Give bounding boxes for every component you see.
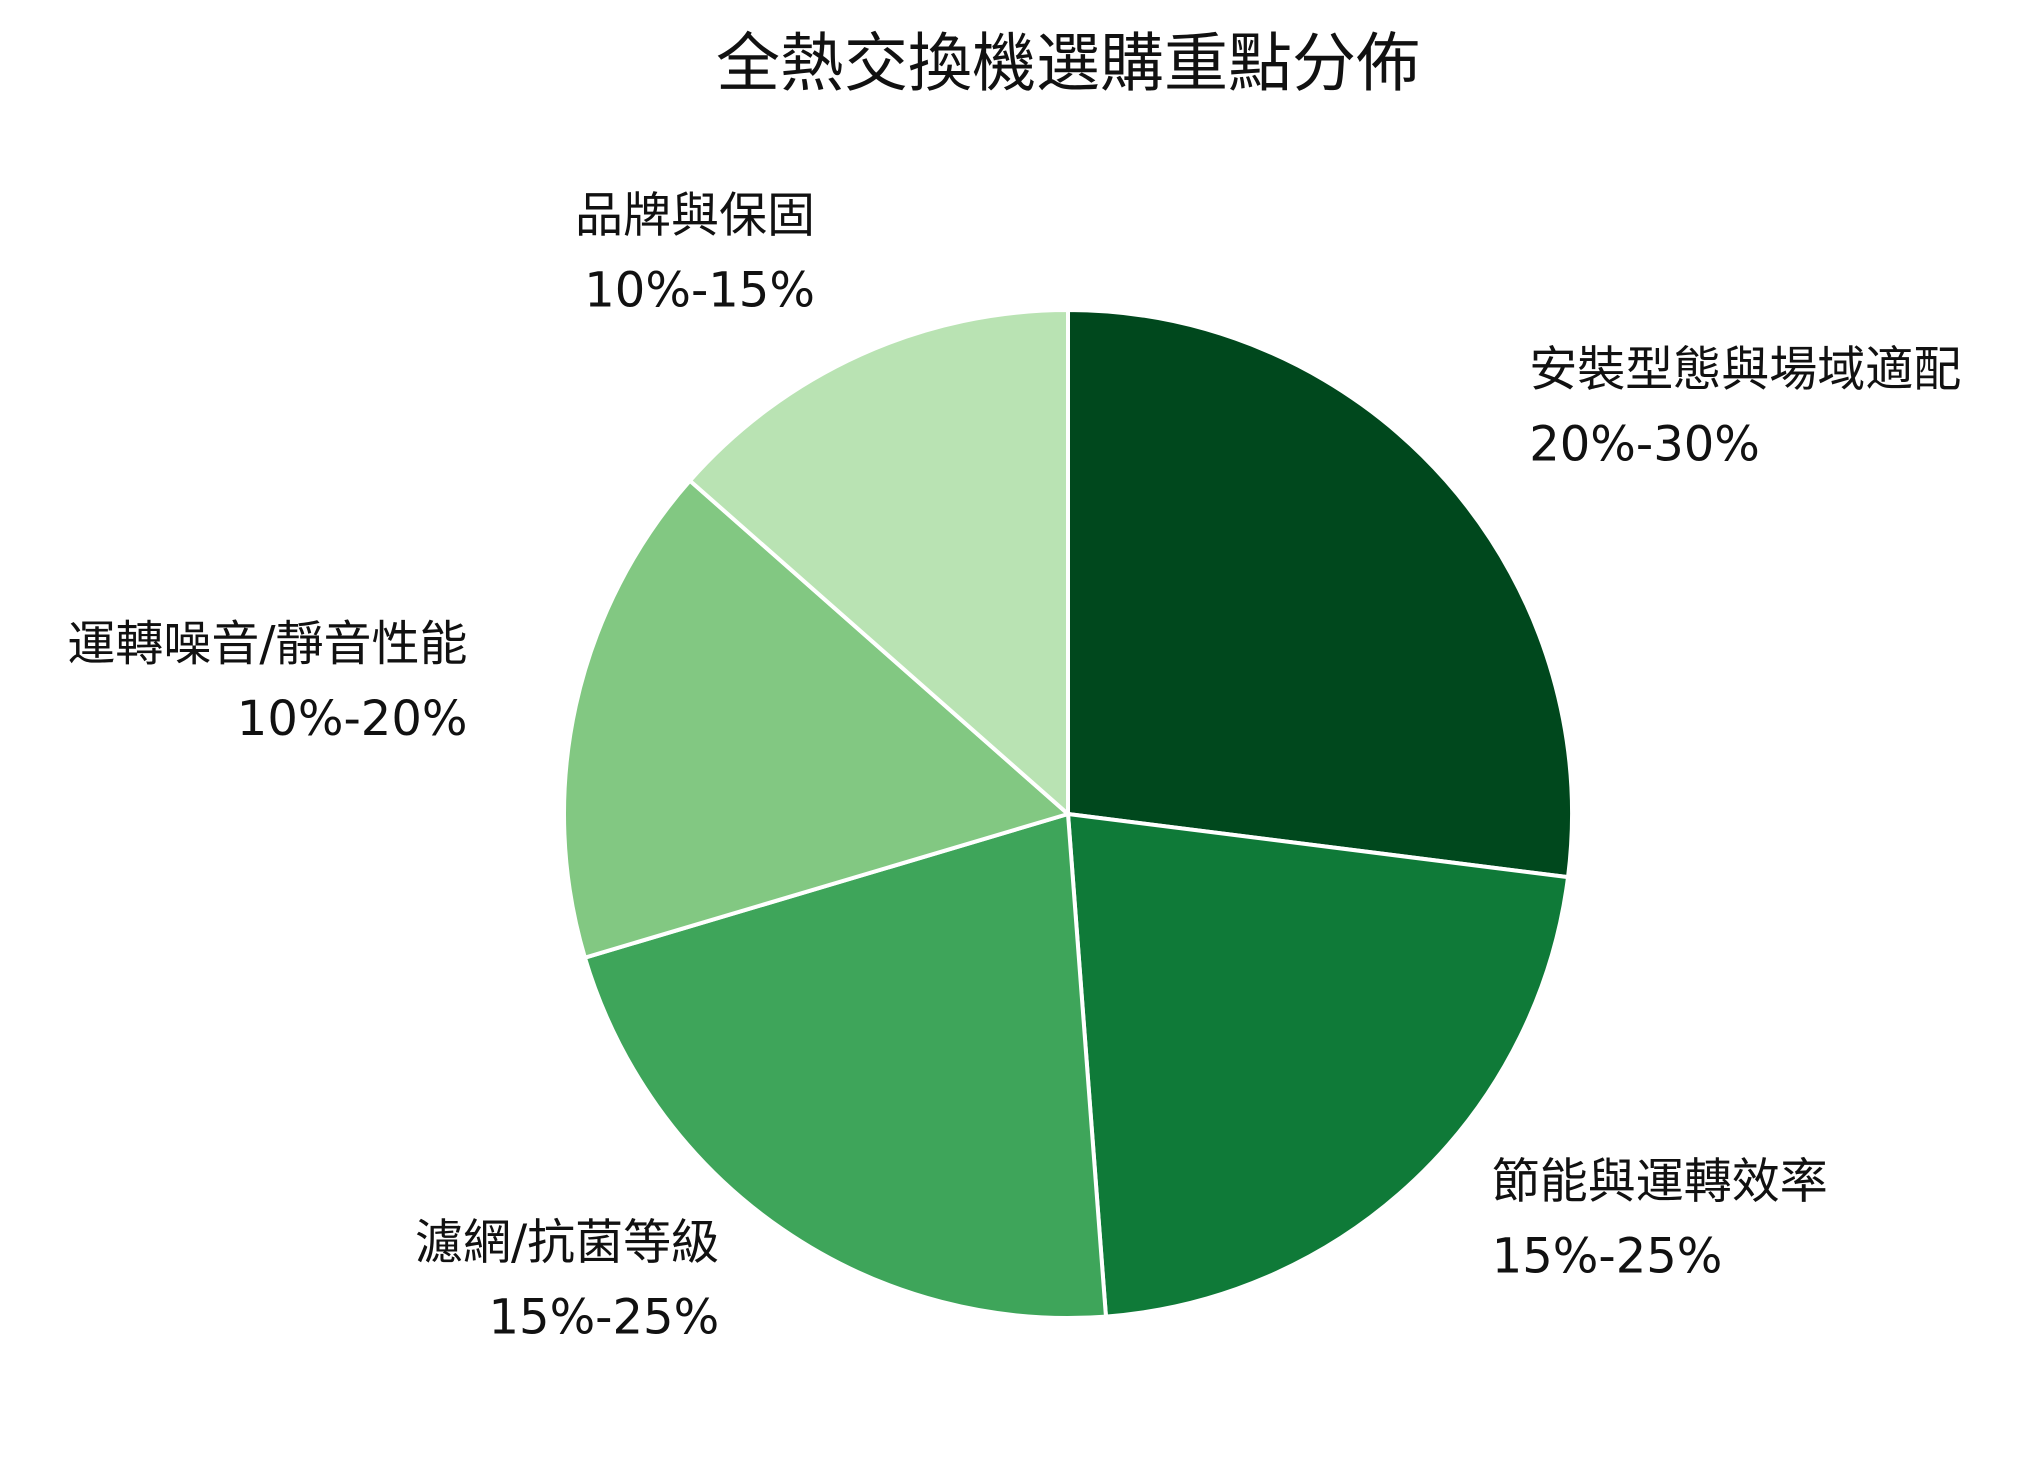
slice-range: 10%-20% [237, 691, 468, 747]
chart-title: 全熱交換機選購重點分佈 [716, 28, 1420, 102]
slice-range: 15%-25% [488, 1289, 719, 1345]
pie-slice [582, 811, 1109, 1321]
slice-range: 15%-25% [1492, 1229, 1723, 1285]
slice-label: 運轉噪音/靜音性能 [67, 616, 467, 672]
slice-range: 10%-15% [584, 263, 815, 319]
pie-slice [1066, 307, 1574, 880]
slice-label: 節能與運轉效率 [1492, 1154, 1828, 1210]
pie-slice [1065, 811, 1571, 1319]
slice-label: 濾網/抗菌等級 [415, 1214, 719, 1270]
slice-label: 安裝型態與場域適配 [1529, 341, 1961, 397]
pie-slice [687, 307, 1070, 819]
slice-range: 20%-30% [1529, 416, 1760, 472]
slice-label: 品牌與保固 [575, 188, 815, 244]
pie-slice [562, 477, 1073, 961]
